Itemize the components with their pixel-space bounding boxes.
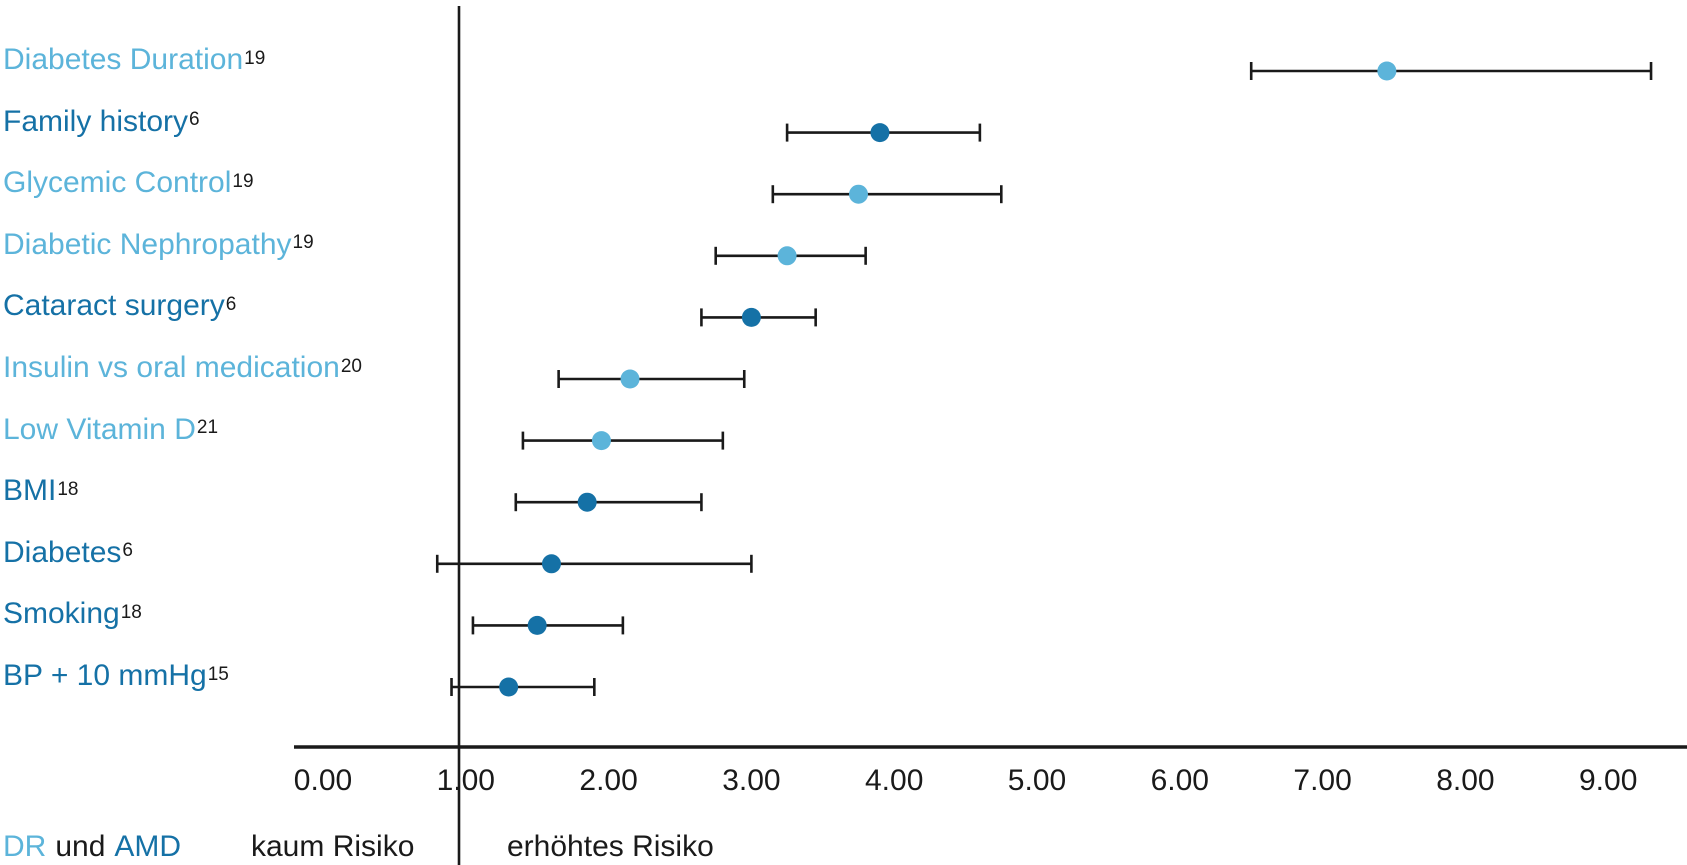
risk-factor-name: Low Vitamin D [3,412,196,446]
zone-label-high-risk: erhöhtes Risiko [507,830,714,863]
row-label-glycemic-control: Glycemic Control 19 [3,161,254,205]
reference-number: 20 [340,355,362,377]
x-tick-label-1.00: 1.00 [436,764,495,797]
estimate-dot-insulin-vs-oral-medication [620,369,640,389]
estimate-dot-cataract-surgery [741,307,761,327]
row-label-diabetes: Diabetes 6 [3,531,133,575]
risk-factor-name: Insulin vs oral medication [3,351,340,384]
x-tick-label-8.00: 8.00 [1436,764,1495,797]
risk-factor-name: Glycemic Control [3,166,232,200]
reference-number: 6 [122,540,133,562]
row-label-diabetic-nephropathy: Diabetic Nephropathy 19 [3,223,314,267]
risk-factor-name: Diabetes [3,535,122,569]
x-tick-label-3.00: 3.00 [722,764,781,797]
estimate-dot-bmi [577,492,597,512]
risk-factor-name: Smoking [3,597,120,631]
risk-factor-name: Diabetes Duration [3,43,244,76]
risk-factor-name: Family history [3,104,189,138]
reference-number: 19 [292,232,314,254]
x-tick-label-6.00: 6.00 [1150,764,1209,797]
risk-factor-name: Cataract surgery [3,289,225,323]
reference-number: 6 [189,109,200,131]
row-label-family-history: Family history 6 [3,100,200,144]
legend-amd-label: AMD [114,830,182,863]
row-label-smoking: Smoking 18 [3,592,142,636]
x-tick-label-9.00: 9.00 [1578,764,1638,797]
risk-factor-name: Diabetic Nephropathy [3,227,292,261]
estimate-dot-diabetes [541,554,561,574]
row-label-low-vitamin-d: Low Vitamin D 21 [3,408,218,452]
x-tick-label-7.00: 7.00 [1293,764,1352,797]
row-label-bp-10-mmhg: BP + 10 mmHg 15 [3,654,229,698]
x-tick-label-5.00: 5.00 [1007,764,1067,797]
x-tick-label-2.00: 2.00 [579,764,638,797]
risk-factor-name: BMI [3,474,57,508]
x-tick-label-0.00: 0.00 [293,764,353,797]
x-tick-label-4.00: 4.00 [864,764,924,797]
estimate-dot-bp-10-mmhg [499,677,519,697]
row-label-insulin-vs-oral-medication: Insulin vs oral medication 20 [3,346,362,390]
estimate-dot-smoking [527,615,547,635]
legend-dr-label: DR [3,830,47,863]
row-label-diabetes-duration: Diabetes Duration 19 [3,38,265,82]
reference-number: 19 [244,47,266,69]
risk-factor-name: BP + 10 mmHg [3,659,207,692]
legend: DR und AMD [3,832,181,862]
reference-number: 19 [232,170,254,192]
estimate-dot-low-vitamin-d [591,431,611,451]
row-label-cataract-surgery: Cataract surgery 6 [3,284,236,328]
reference-number: 18 [120,601,142,623]
reference-number: 15 [207,663,229,685]
reference-number: 21 [196,417,219,439]
reference-number: 6 [225,293,237,315]
zone-label-low-risk: kaum Risiko [251,830,415,863]
estimate-dot-diabetic-nephropathy [777,246,797,266]
reference-number: 18 [57,478,79,500]
row-label-bmi: BMI 18 [3,469,78,513]
estimate-dot-glycemic-control [849,184,868,204]
estimate-dot-family-history [870,123,890,143]
estimate-dot-diabetes-duration [1377,61,1397,81]
legend-conjunction: und [55,830,106,863]
